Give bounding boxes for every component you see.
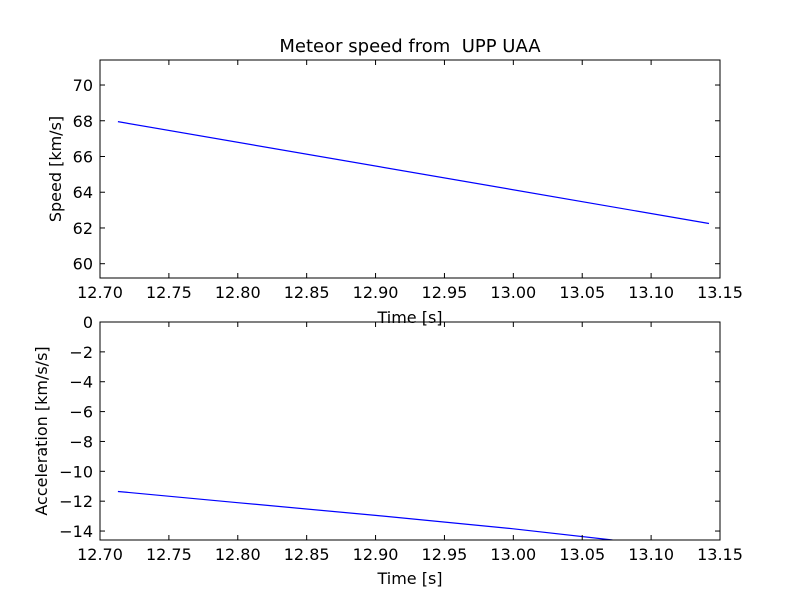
speed-y-tick-label: 66 [73, 147, 93, 166]
speed-x-tick-label: 12.80 [215, 283, 261, 302]
acceleration-y-ticks: 0 −2 −4 −6 −8 −10 −12 −14 [59, 313, 720, 541]
speed-x-tick-label: 13.15 [697, 283, 743, 302]
acceleration-x-ticks: 12.70 12.75 12.80 12.85 12.90 12.95 13.00 13.05… [77, 322, 743, 564]
acceleration-y-tick-label: 0 [83, 313, 93, 332]
acceleration-y-tick-label: −8 [69, 432, 93, 451]
speed-x-tick-label: 12.95 [422, 283, 468, 302]
speed-y-tick-label: 62 [73, 219, 93, 238]
acceleration-x-tick-label: 13.00 [490, 545, 536, 564]
speed-x-tick-label: 13.10 [628, 283, 674, 302]
acceleration-y-tick-label: −14 [59, 522, 93, 541]
speed-y-axis-label: Speed [km/s] [46, 116, 65, 222]
acceleration-y-axis-label: Acceleration [km/s/s] [32, 346, 51, 515]
acceleration-plot-area [117, 490, 613, 540]
speed-chart-title: Meteor speed from UPP UAA [279, 36, 541, 57]
acceleration-axes-frame [99, 321, 721, 541]
speed-series-line-0 [117, 121, 710, 225]
acceleration-y-tick-label: −10 [59, 462, 93, 481]
speed-x-tick-label: 13.05 [559, 283, 605, 302]
acceleration-y-tick-label: −4 [69, 373, 93, 392]
speed-axes-frame [99, 59, 721, 279]
speed-subplot: Meteor speed from UPP UAA 12.70 12.75 12.8… [46, 36, 743, 327]
acceleration-x-tick-label: 12.95 [422, 545, 468, 564]
speed-x-tick-label: 13.00 [490, 283, 536, 302]
speed-x-tick-label: 12.75 [146, 283, 192, 302]
speed-y-tick-label: 70 [73, 76, 93, 95]
speed-x-axis-label: Time [s] [376, 308, 442, 327]
acceleration-x-tick-label: 13.15 [697, 545, 743, 564]
speed-y-tick-label: 64 [73, 183, 93, 202]
acceleration-x-tick-label: 12.80 [215, 545, 261, 564]
acceleration-x-axis-label: Time [s] [376, 569, 442, 588]
acceleration-y-tick-label: −2 [69, 343, 93, 362]
acceleration-x-tick-label: 12.85 [284, 545, 330, 564]
acceleration-series-line-0 [117, 490, 613, 540]
speed-x-tick-label: 12.90 [353, 283, 399, 302]
acceleration-subplot: 12.70 12.75 12.80 12.85 12.90 12.95 13.00 13.05… [32, 313, 743, 588]
acceleration-x-tick-label: 12.90 [353, 545, 399, 564]
acceleration-x-tick-label: 13.05 [559, 545, 605, 564]
acceleration-x-tick-label: 12.70 [77, 545, 123, 564]
acceleration-x-tick-label: 12.75 [146, 545, 192, 564]
speed-y-tick-label: 68 [73, 112, 93, 131]
speed-x-tick-label: 12.70 [77, 283, 123, 302]
acceleration-y-tick-label: −12 [59, 492, 93, 511]
speed-plot-area [117, 121, 710, 225]
speed-y-tick-label: 60 [73, 255, 93, 274]
speed-y-ticks: 60 62 64 66 68 70 [73, 76, 720, 274]
acceleration-x-tick-label: 13.10 [628, 545, 674, 564]
acceleration-y-tick-label: −6 [69, 403, 93, 422]
speed-x-tick-label: 12.85 [284, 283, 330, 302]
speed-x-ticks: 12.70 12.75 12.80 12.85 12.90 12.95 13.00 13.05… [77, 60, 743, 302]
